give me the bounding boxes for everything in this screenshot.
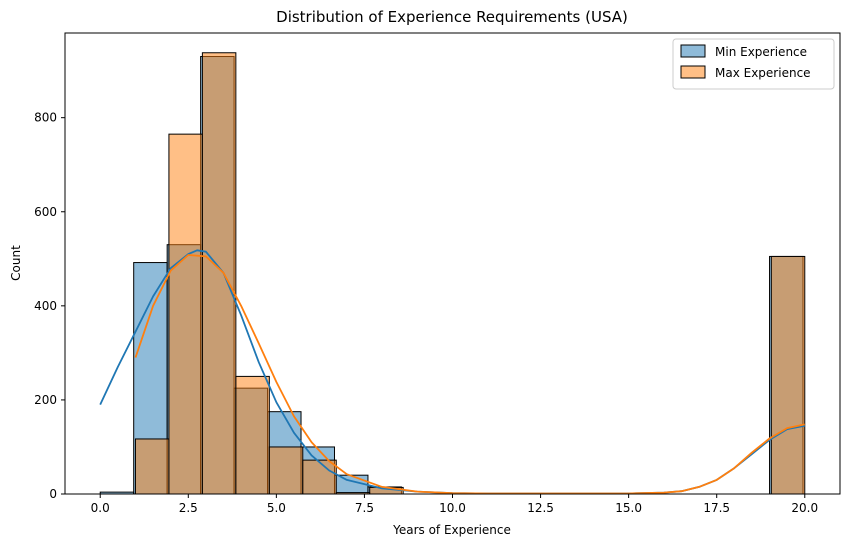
x-axis-label: Years of Experience (392, 523, 511, 537)
y-tick-label: 600 (34, 205, 57, 219)
y-tick-label: 0 (49, 487, 57, 501)
legend-swatch-min-experience (680, 44, 706, 58)
y-axis-ticks: 0 200 400 600 800 (34, 111, 65, 501)
bar-max-experience-19 (770, 255, 806, 495)
chart-title: Distribution of Experience Requirements … (276, 8, 628, 26)
legend-label-min-experience: Min Experience (715, 45, 807, 59)
bar-max-experience-2 (201, 52, 237, 495)
x-tick-label: 17.5 (703, 501, 730, 515)
y-tick-label: 200 (34, 393, 57, 407)
bar-max-experience-1 (168, 133, 203, 495)
y-axis-label: Count (9, 245, 23, 281)
legend-label-max-experience: Max Experience (715, 66, 811, 80)
bar-max-experience-0 (134, 438, 170, 495)
x-tick-label: 0.0 (91, 501, 110, 515)
legend-box (672, 38, 835, 90)
x-tick-label: 15.0 (615, 501, 642, 515)
x-tick-label: 20.0 (791, 501, 818, 515)
x-tick-label: 10.0 (439, 501, 466, 515)
x-tick-label: 12.5 (527, 501, 554, 515)
y-tick-label: 400 (34, 299, 57, 313)
kde-line-max-experience (134, 254, 805, 495)
y-tick-label: 800 (34, 111, 57, 125)
bars-layer (99, 52, 806, 495)
bar-max-experience-5 (302, 459, 337, 495)
bar-max-experience-4 (268, 446, 304, 495)
kde-layer (99, 249, 805, 495)
x-tick-label: 7.5 (355, 501, 374, 515)
bar-max-experience-3 (235, 375, 270, 495)
legend-swatch-max-experience (680, 65, 706, 79)
x-tick-label: 5.0 (267, 501, 286, 515)
x-axis-ticks: 0.0 2.5 5.0 7.5 10.0 12.5 15.0 17.5 20.0 (91, 494, 818, 515)
x-tick-label: 2.5 (179, 501, 198, 515)
legend: Min Experience Max Experience (672, 38, 835, 90)
